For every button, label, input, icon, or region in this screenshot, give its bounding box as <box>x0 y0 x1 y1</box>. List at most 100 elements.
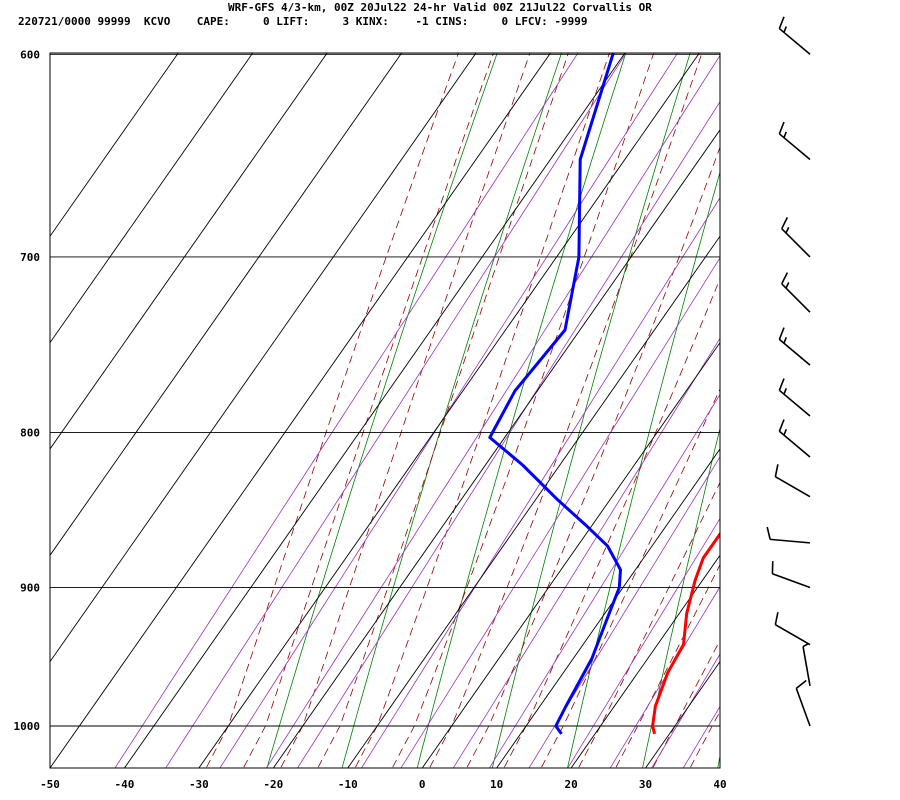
mixing-ratio-line <box>360 197 720 768</box>
wind-barb-flag <box>774 612 779 625</box>
grid-lines <box>50 53 720 727</box>
wind-barb-flag <box>774 464 779 477</box>
dry-adiabat <box>567 170 720 768</box>
wind-barb <box>766 526 811 544</box>
isotherm-line <box>50 53 477 663</box>
dry-adiabat <box>789 0 900 790</box>
wind-barb <box>778 16 811 55</box>
moist-adiabat <box>466 146 720 768</box>
wind-barb-half-flag <box>783 428 788 436</box>
moist-adiabat <box>354 53 610 768</box>
wind-barb-staff <box>770 538 811 544</box>
sounding-traces <box>488 53 720 735</box>
dry-adiabat <box>266 53 498 768</box>
wind-barb <box>781 272 811 313</box>
mixing-ratio-line <box>400 257 720 768</box>
tick-labels: 4005006007008009001000-50-40-30-20-10010… <box>14 48 727 791</box>
isotherm-line <box>50 53 328 450</box>
isotherm-line <box>719 767 720 768</box>
isotherm-line <box>50 53 402 557</box>
moist-adiabat <box>205 53 459 768</box>
wind-barb-flag <box>766 526 771 540</box>
wind-barb <box>774 464 811 498</box>
wind-barb-flag <box>778 327 785 340</box>
isotherm-line <box>50 53 254 344</box>
temperature-tick-label: 0 <box>419 778 426 791</box>
isotherm-line <box>421 341 720 768</box>
plot-frame <box>49 52 721 769</box>
wind-barb-half-flag <box>783 26 788 33</box>
wind-barb-flag <box>778 16 785 29</box>
pressure-tick-label: 800 <box>20 427 40 440</box>
isotherm-line <box>347 235 720 768</box>
mixing-ratio-line <box>265 54 720 768</box>
wind-barb-flag <box>778 121 785 135</box>
dry-adiabat <box>341 53 562 768</box>
temperature-tick-label: -10 <box>338 778 358 791</box>
mixing-ratio-line <box>452 337 720 768</box>
moist-adiabat <box>540 388 720 768</box>
wind-barb-staff <box>772 573 811 589</box>
wind-barb-half-flag <box>783 131 788 138</box>
wind-barb <box>778 378 811 417</box>
pressure-tick-label: 1000 <box>14 720 41 733</box>
isotherm-line <box>570 554 720 768</box>
wind-barb-flag <box>781 217 789 230</box>
wind-barb-staff <box>802 646 811 687</box>
mixing-ratio-line <box>488 393 720 768</box>
wind-barb <box>778 327 811 366</box>
dry-adiabat <box>491 53 691 768</box>
wind-barb-staff <box>781 228 811 258</box>
dry-adiabat <box>864 0 900 790</box>
wind-barb-flag <box>778 378 785 391</box>
wind-barb <box>795 679 811 727</box>
temperature-tick-label: 40 <box>713 778 726 791</box>
wind-barb <box>802 642 811 687</box>
moist-adiabat <box>391 53 655 768</box>
wind-barb-flag <box>795 679 807 690</box>
wind-barbs <box>766 16 811 727</box>
mixing-ratio-line <box>528 456 720 768</box>
temperature-tick-label: 10 <box>490 778 503 791</box>
wind-barb <box>771 561 811 589</box>
wind-barb-half-flag <box>785 226 790 234</box>
wind-barb-staff <box>778 133 811 161</box>
wind-barb-staff <box>774 623 811 646</box>
pressure-tick-label: 700 <box>20 251 40 264</box>
wind-barb-half-flag <box>783 387 788 395</box>
wind-barb <box>778 419 811 458</box>
isotherm-line <box>50 53 551 768</box>
isotherm-line <box>198 53 700 768</box>
wind-barb <box>778 121 811 161</box>
mixing-ratio-line <box>114 53 579 768</box>
isotherm-line <box>272 129 720 768</box>
mixing-ratio-line <box>609 586 720 768</box>
temperature-tick-label: -50 <box>40 778 60 791</box>
mixing-ratio-line <box>219 53 679 768</box>
wind-barb-staff <box>778 27 811 55</box>
dry-adiabat <box>642 426 720 768</box>
wind-barb-flag <box>781 272 789 285</box>
mixing-ratio-line <box>567 517 720 768</box>
temperature-tick-label: -30 <box>189 778 209 791</box>
wind-barb-staff <box>795 688 811 727</box>
temperature-tick-label: -20 <box>263 778 283 791</box>
dry-adiabat <box>416 53 627 768</box>
isotherm-line <box>496 448 720 768</box>
temperature-tick-label: 20 <box>564 778 577 791</box>
moist-adiabat <box>242 53 494 768</box>
wind-barb-staff <box>778 430 811 458</box>
moist-adiabat <box>689 710 720 768</box>
wind-barb-staff <box>781 283 811 313</box>
moist-adiabat <box>615 563 720 768</box>
moist-adiabat <box>317 53 569 768</box>
temperature-trace <box>651 531 720 735</box>
wind-barb <box>781 217 811 258</box>
wind-barb-staff <box>774 476 811 498</box>
mixing-ratio-line <box>651 653 720 768</box>
isotherm-line <box>124 53 626 768</box>
mixing-ratio-line <box>297 101 720 768</box>
wind-barb-staff <box>778 338 811 366</box>
